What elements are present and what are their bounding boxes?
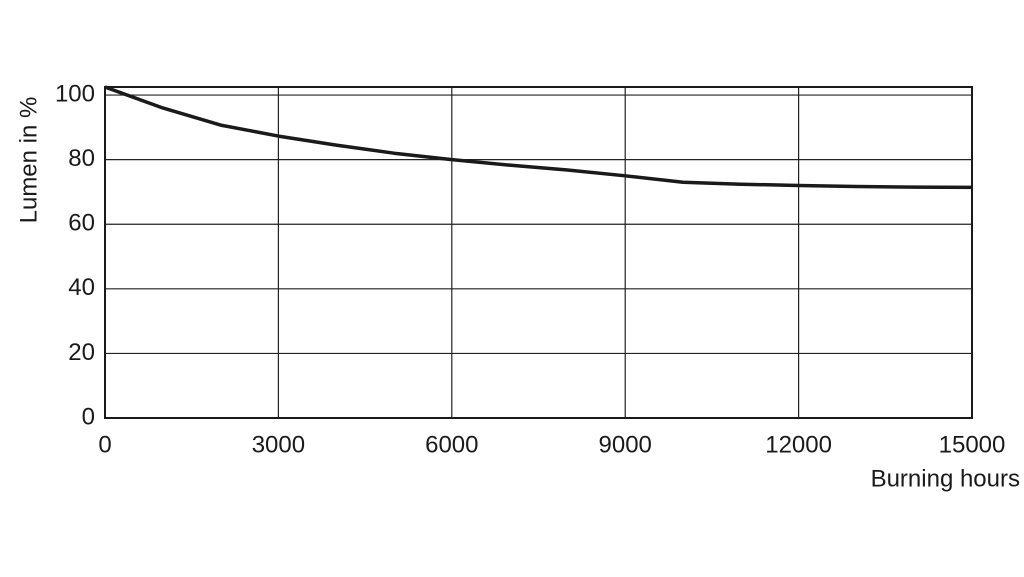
y-tick-label: 40: [68, 274, 95, 301]
x-tick-label: 3000: [252, 431, 305, 458]
plot-frame: [104, 86, 973, 419]
y-axis-label: Lumen in %: [15, 97, 42, 224]
x-tick-label: 6000: [425, 431, 478, 458]
y-tick-label: 60: [68, 210, 95, 237]
data-line: [104, 85, 973, 190]
y-tick-label: 20: [68, 339, 95, 366]
x-tick-label: 9000: [599, 431, 652, 458]
y-tick-label: 100: [55, 80, 95, 107]
x-tick-label: 0: [98, 431, 111, 458]
x-axis-label: Burning hours: [871, 465, 1020, 492]
y-tick-label: 0: [82, 403, 95, 430]
x-tick-label: 15000: [939, 431, 1006, 458]
y-tick-label: 80: [68, 145, 95, 172]
x-tick-label: 12000: [765, 431, 832, 458]
